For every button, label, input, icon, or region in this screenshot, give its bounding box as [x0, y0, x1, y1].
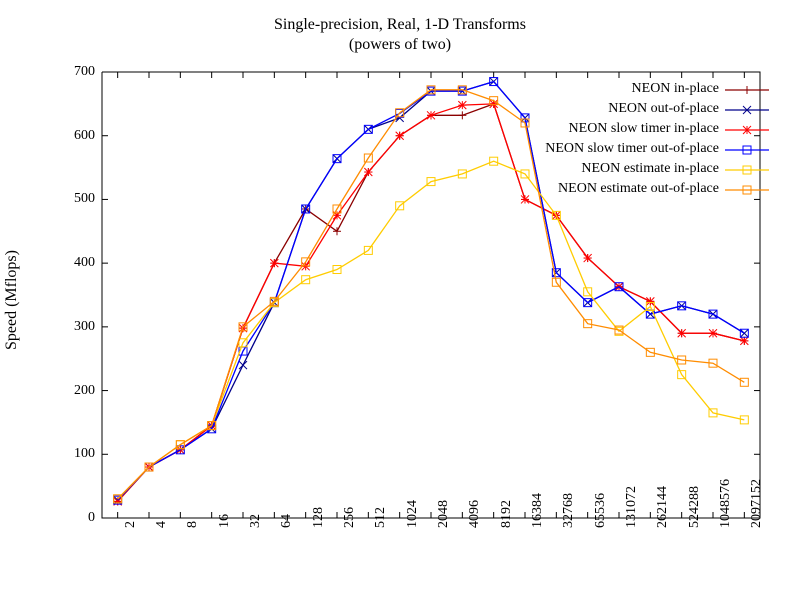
x-tick-label: 512 [373, 507, 389, 528]
y-tick-label: 0 [5, 510, 95, 526]
x-tick-label: 128 [311, 507, 327, 528]
x-tick-label: 131072 [624, 486, 640, 528]
x-tick-label: 524288 [687, 486, 703, 528]
x-tick-label: 2 [123, 521, 139, 528]
x-tick-label: 2097152 [749, 479, 765, 528]
x-tick-label: 4096 [467, 500, 483, 528]
x-tick-label: 8 [185, 521, 201, 528]
x-tick-label: 262144 [655, 486, 671, 528]
x-tick-label: 16 [217, 514, 233, 528]
legend-item-label: NEON in-place [0, 81, 719, 97]
legend-item-label: NEON out-of-place [0, 101, 719, 117]
x-tick-label: 32 [248, 514, 264, 528]
y-tick-label: 700 [5, 64, 95, 80]
x-tick-label: 256 [342, 507, 358, 528]
x-tick-label: 8192 [499, 500, 515, 528]
x-tick-label: 32768 [561, 493, 577, 528]
y-tick-label: 400 [5, 255, 95, 271]
legend-item-label: NEON slow timer in-place [0, 121, 719, 137]
x-tick-label: 64 [279, 514, 295, 528]
x-tick-label: 2048 [436, 500, 452, 528]
x-tick-label: 1048576 [718, 479, 734, 528]
x-tick-label: 16384 [530, 493, 546, 528]
legend-item-label: NEON estimate in-place [0, 161, 719, 177]
y-tick-label: 300 [5, 319, 95, 335]
legend-item-label: NEON slow timer out-of-place [0, 141, 719, 157]
y-tick-label: 200 [5, 383, 95, 399]
legend-item-label: NEON estimate out-of-place [0, 181, 719, 197]
x-tick-label: 1024 [405, 500, 421, 528]
x-tick-label: 65536 [593, 493, 609, 528]
x-tick-label: 4 [154, 521, 170, 528]
y-tick-label: 100 [5, 446, 95, 462]
